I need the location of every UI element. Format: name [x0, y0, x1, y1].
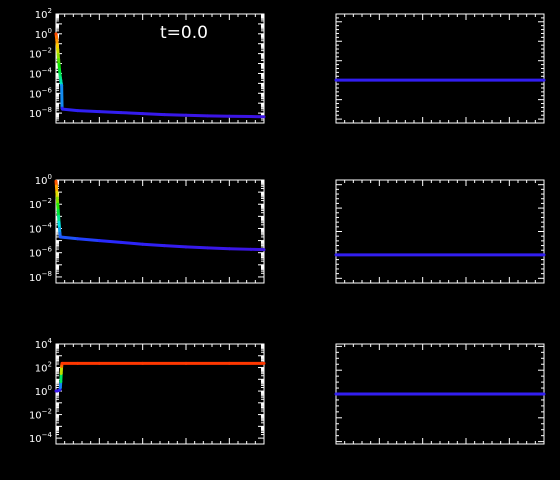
series-segment	[184, 245, 210, 250]
y-tick-base: 10	[29, 50, 42, 61]
y-tick-label: 10−6	[29, 246, 53, 260]
y-tick-label: 10−8	[29, 106, 52, 120]
y-tick-base: 10	[35, 176, 48, 187]
y-tick-label: 100	[35, 27, 52, 41]
y-tick-exponent: 2	[48, 7, 52, 15]
time-annotation: t=0.0	[160, 23, 208, 43]
y-tick-exponent: −2	[42, 197, 52, 205]
series-segment	[97, 239, 123, 244]
y-tick-label: 100	[35, 384, 52, 398]
y-tick-base: 10	[35, 340, 48, 351]
y-tick-exponent: −2	[42, 408, 52, 416]
panel-by	[334, 343, 546, 445]
y-tick-base: 10	[35, 10, 48, 21]
y-tick-base: 10	[29, 249, 42, 260]
y-tick-label: 10−4	[29, 66, 53, 80]
y-tick-base: 10	[29, 69, 42, 80]
y-tick-label: 102	[35, 361, 52, 375]
y-tick-label: 10−6	[29, 86, 53, 100]
y-tick-exponent: −2	[42, 47, 52, 55]
y-tick-exponent: 2	[48, 361, 52, 369]
y-tick-label: 10−2	[29, 47, 52, 61]
y-tick-exponent: −6	[42, 86, 53, 94]
y-tick-label: 102	[35, 7, 52, 21]
y-tick-exponent: −8	[42, 270, 52, 278]
y-tick-label: 10−4	[29, 221, 53, 235]
y-tick-exponent: −4	[42, 66, 53, 74]
y-tick-label: 10−8	[29, 270, 52, 284]
y-tick-label: 10−2	[29, 408, 52, 422]
y-tick-label: 104	[35, 337, 53, 351]
y-tick-base: 10	[35, 364, 48, 375]
y-tick-base: 10	[29, 224, 42, 235]
y-tick-exponent: 0	[48, 27, 52, 35]
series-segment	[206, 246, 231, 251]
series-segment	[97, 110, 123, 115]
series-segment	[58, 235, 80, 241]
y-tick-label: 100	[35, 173, 52, 187]
y-tick-exponent: −4	[42, 431, 53, 439]
y-tick-exponent: −8	[42, 106, 52, 114]
y-tick-exponent: 0	[48, 384, 52, 392]
panel-vy	[334, 179, 546, 284]
y-tick-base: 10	[35, 30, 48, 41]
y-tick-exponent: −6	[42, 246, 53, 254]
y-tick-base: 10	[29, 411, 42, 422]
y-tick-exponent: 0	[48, 173, 52, 181]
y-tick-base: 10	[29, 89, 42, 100]
panel-vx	[334, 13, 546, 124]
series-segment	[227, 247, 253, 251]
series-segment	[119, 240, 145, 246]
series-segment	[162, 244, 188, 249]
series-segment	[141, 112, 166, 117]
y-tick-exponent: 4	[48, 337, 53, 345]
y-tick-label: 10−2	[29, 197, 52, 211]
series-segment	[141, 242, 166, 248]
y-tick-base: 10	[29, 200, 42, 211]
y-tick-base: 10	[29, 434, 42, 445]
series-segment	[61, 107, 80, 113]
y-tick-label: 10−4	[29, 431, 53, 445]
series-segment	[162, 113, 188, 117]
y-tick-exponent: −4	[42, 221, 53, 229]
series-segment	[184, 113, 210, 118]
series-segment	[76, 237, 101, 243]
series-segment	[76, 109, 101, 114]
y-tick-base: 10	[35, 387, 48, 398]
y-tick-base: 10	[29, 109, 42, 120]
series-segment	[119, 111, 145, 116]
panels: 10210010−210−410−610−810010−210−410−610−…	[29, 7, 546, 445]
y-tick-base: 10	[29, 273, 42, 284]
